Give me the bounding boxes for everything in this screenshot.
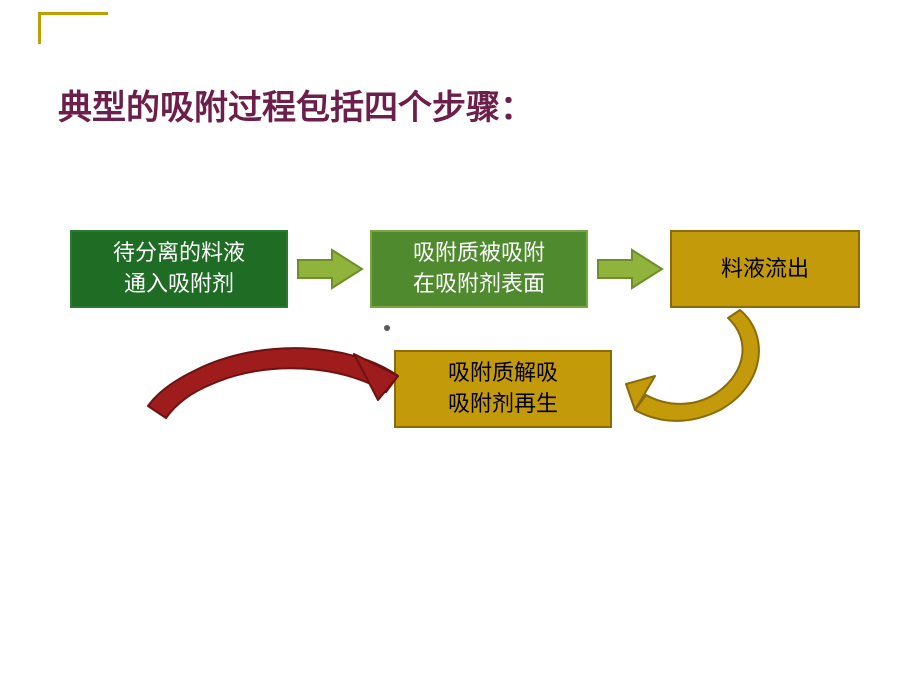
flow-box-step4: 吸附质解吸 吸附剂再生 — [394, 350, 612, 428]
flow-box-step2: 吸附质被吸附 在吸附剂表面 — [370, 230, 588, 308]
flow-box-line: 吸附剂再生 — [448, 389, 558, 420]
arrow-icon — [296, 244, 366, 294]
page-title: 典型的吸附过程包括四个步骤： — [58, 80, 534, 129]
arrow-icon — [596, 244, 666, 294]
corner-decor — [38, 12, 108, 44]
flow-box-line: 吸附质解吸 — [448, 358, 558, 389]
flow-box-line: 待分离的料液 — [113, 238, 245, 269]
flow-box-line: 在吸附剂表面 — [413, 269, 545, 300]
flow-box-line: 通入吸附剂 — [124, 269, 234, 300]
dot-icon — [384, 325, 390, 331]
slide: 典型的吸附过程包括四个步骤： 待分离的料液 通入吸附剂 吸附质被吸附 在吸附剂表… — [0, 0, 920, 690]
curved-arrow-icon — [140, 330, 410, 440]
flow-box-step1: 待分离的料液 通入吸附剂 — [70, 230, 288, 308]
curved-arrow-icon — [620, 300, 780, 450]
flow-box-line: 料液流出 — [721, 254, 809, 285]
flow-box-step3: 料液流出 — [670, 230, 860, 308]
flow-box-line: 吸附质被吸附 — [413, 238, 545, 269]
